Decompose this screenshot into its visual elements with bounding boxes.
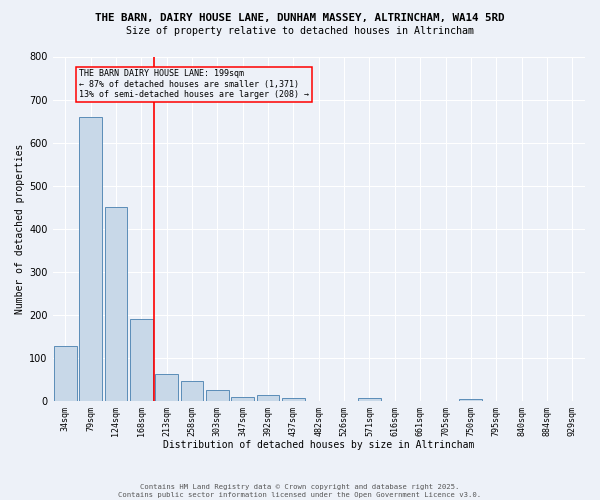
Bar — [79, 117, 102, 401]
X-axis label: Distribution of detached houses by size in Altrincham: Distribution of detached houses by size … — [163, 440, 475, 450]
Text: THE BARN DAIRY HOUSE LANE: 199sqm
← 87% of detached houses are smaller (1,371)
1: THE BARN DAIRY HOUSE LANE: 199sqm ← 87% … — [79, 70, 309, 99]
Bar — [231, 396, 254, 401]
Bar — [104, 207, 127, 401]
Bar — [206, 390, 229, 401]
Bar — [460, 399, 482, 401]
Bar — [282, 398, 305, 401]
Bar — [130, 319, 152, 401]
Bar — [257, 396, 280, 401]
Text: Contains HM Land Registry data © Crown copyright and database right 2025.
Contai: Contains HM Land Registry data © Crown c… — [118, 484, 482, 498]
Bar — [155, 374, 178, 401]
Text: THE BARN, DAIRY HOUSE LANE, DUNHAM MASSEY, ALTRINCHAM, WA14 5RD: THE BARN, DAIRY HOUSE LANE, DUNHAM MASSE… — [95, 12, 505, 22]
Bar — [358, 398, 381, 401]
Bar — [181, 380, 203, 401]
Text: Size of property relative to detached houses in Altrincham: Size of property relative to detached ho… — [126, 26, 474, 36]
Bar — [54, 346, 77, 401]
Y-axis label: Number of detached properties: Number of detached properties — [15, 144, 25, 314]
